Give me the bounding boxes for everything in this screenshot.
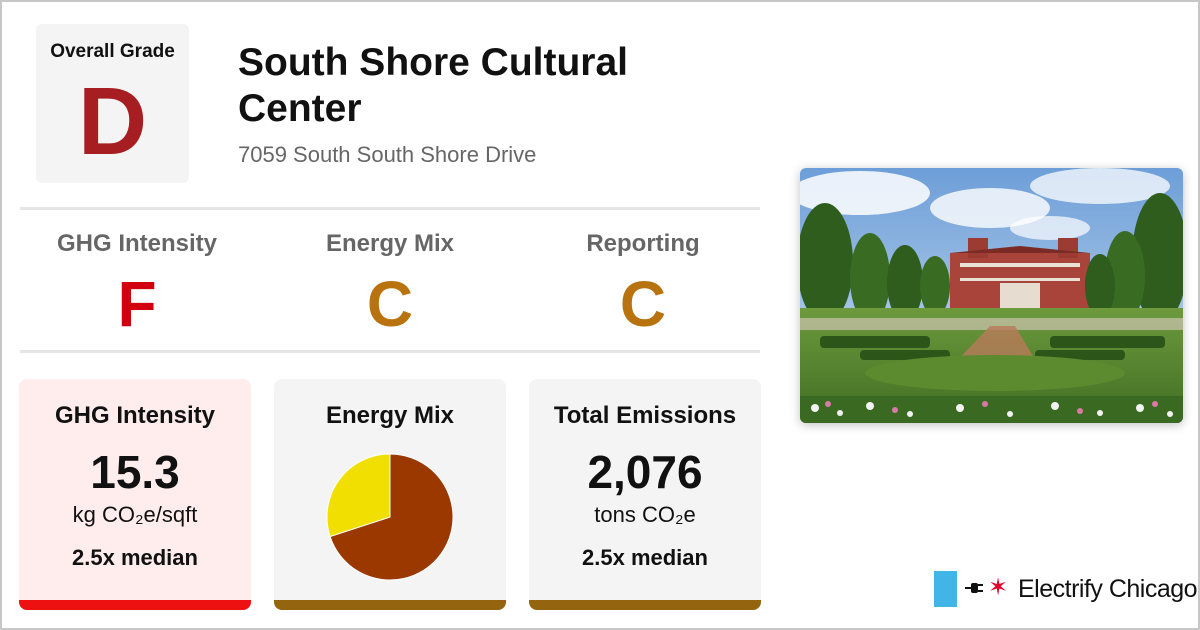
- overall-grade-label: Overall Grade: [50, 41, 175, 62]
- building-photo-illustration: [800, 168, 1183, 423]
- total-emissions-card: Total Emissions 2,076 tons CO₂e 2.5x med…: [529, 379, 761, 610]
- ghg-intensity-card: GHG Intensity 15.3 kg CO₂e/sqft 2.5x med…: [19, 379, 251, 610]
- divider-top: [20, 207, 760, 210]
- sub-grade-label: GHG Intensity: [56, 230, 218, 257]
- card-accent-bar: [19, 600, 251, 610]
- total-emissions-value: 2,076: [587, 446, 703, 498]
- sub-grade-ghg: GHG Intensity F: [17, 230, 257, 336]
- brand-name: Electrify Chicago: [1018, 575, 1198, 603]
- sub-grade-label: Energy Mix: [325, 230, 455, 257]
- energy-mix-card: Energy Mix: [274, 379, 506, 610]
- sub-grade-reporting: Reporting C: [523, 230, 763, 336]
- ghg-intensity-unit: kg CO₂e/sqft: [72, 502, 198, 527]
- overall-grade-box: Overall Grade D: [36, 24, 189, 183]
- card-accent-bar: [529, 600, 761, 610]
- total-emissions-unit: tons CO₂e: [594, 502, 696, 527]
- sub-grade-label: Reporting: [586, 230, 700, 257]
- ghg-intensity-value: 15.3: [90, 446, 180, 498]
- card-accent-bar: [274, 600, 506, 610]
- energy-mix-pie-chart: [326, 453, 454, 581]
- plug-icon: [965, 580, 985, 599]
- sub-grade-letter: F: [117, 268, 157, 340]
- chicago-star-icon: ✶: [988, 574, 1009, 601]
- building-address: 7059 South South Shore Drive: [238, 142, 537, 167]
- overall-grade-letter: D: [77, 68, 148, 175]
- card-title: Energy Mix: [325, 402, 455, 429]
- sub-grade-energy-mix: Energy Mix C: [270, 230, 510, 336]
- chicago-flag-bar-icon: [934, 571, 957, 607]
- ghg-intensity-median: 2.5x median: [72, 545, 198, 570]
- building-photo: [800, 168, 1183, 423]
- gas-slice: [329, 453, 454, 581]
- card-title: GHG Intensity: [54, 402, 216, 429]
- sub-grade-letter: C: [619, 268, 667, 340]
- electricity-slice: [326, 453, 391, 538]
- card-title: Total Emissions: [553, 402, 737, 429]
- building-name: South Shore Cultural Center: [238, 41, 628, 130]
- sub-grade-letter: C: [366, 268, 414, 340]
- electrify-chicago-logo[interactable]: ✶ Electrify Chicago: [934, 571, 1198, 607]
- total-emissions-median: 2.5x median: [582, 545, 708, 570]
- divider-bottom: [20, 350, 760, 353]
